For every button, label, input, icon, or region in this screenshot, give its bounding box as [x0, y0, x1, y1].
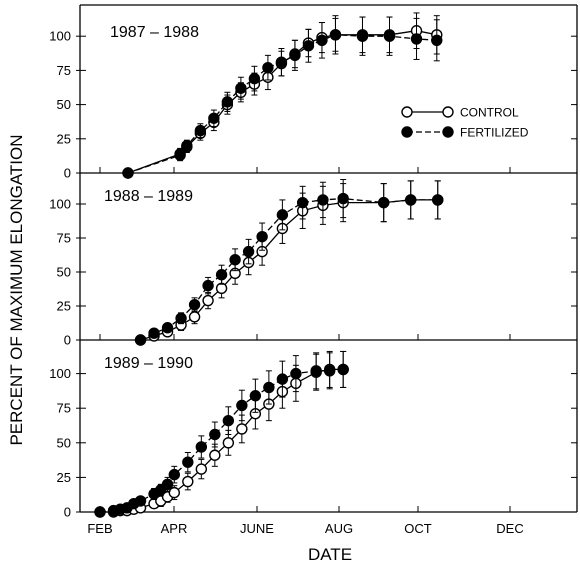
fertilized-point	[323, 365, 336, 377]
fertilized-point	[122, 167, 134, 179]
fertilized-point	[181, 139, 193, 152]
y-tick-label: 75	[57, 231, 71, 246]
fertilized-point	[242, 245, 255, 258]
x-tick-label: JUNE	[240, 521, 274, 536]
control-point	[182, 475, 194, 488]
y-tick-label: 25	[57, 470, 71, 485]
fertilized-point	[182, 456, 194, 468]
y-tick-label: 100	[49, 29, 71, 44]
fertilized-point	[221, 96, 234, 108]
fertilized-point	[134, 334, 147, 346]
y-tick-label: 0	[64, 333, 71, 348]
fertilized-point	[208, 112, 220, 124]
fertilized-point	[432, 194, 444, 206]
y-tick-label: 100	[49, 197, 71, 212]
fertilized-point	[431, 34, 443, 47]
x-tick-label: OCT	[404, 521, 432, 536]
fertilized-point	[383, 30, 396, 42]
fertilized-point	[174, 149, 186, 161]
fertilized-point	[302, 40, 315, 52]
y-axis-label: PERCENT OF MAXIMUM ELONGATION	[7, 134, 26, 445]
fertilized-line	[99, 368, 344, 513]
y-tick-label: 75	[57, 63, 71, 78]
y-tick-label: 75	[57, 401, 71, 416]
fertilized-point	[329, 29, 342, 41]
y-tick-label: 50	[57, 97, 71, 112]
fertilized-point	[175, 312, 187, 324]
control-point	[222, 437, 235, 449]
legend-marker	[442, 106, 454, 118]
y-tick-label: 50	[57, 265, 71, 280]
fertilized-point	[276, 373, 289, 385]
fertilized-point	[378, 196, 390, 209]
y-tick-label: 0	[64, 505, 71, 520]
fertilized-point	[222, 414, 235, 427]
fertilized-point	[289, 49, 301, 62]
fertilized-point	[405, 194, 417, 206]
fertilized-point	[249, 390, 262, 402]
y-tick-label: 25	[57, 299, 71, 314]
fertilized-point	[161, 478, 174, 491]
legend-marker	[442, 126, 454, 138]
control-point	[215, 282, 228, 295]
legend-label: CONTROL	[460, 106, 519, 120]
y-tick-label: 0	[64, 166, 71, 181]
legend-label: FERTILIZED	[460, 126, 529, 140]
y-tick-label: 50	[57, 435, 71, 450]
fertilized-point	[263, 381, 275, 394]
control-point	[188, 311, 201, 323]
x-tick-label: DEC	[496, 521, 523, 536]
fertilized-point	[275, 56, 288, 68]
control-point	[209, 449, 221, 461]
fertilized-point	[94, 506, 106, 518]
legend-marker	[401, 126, 413, 138]
fertilized-point	[188, 298, 201, 311]
fertilized-point	[410, 33, 423, 45]
fertilized-point	[262, 61, 274, 74]
x-tick-label: AUG	[325, 521, 353, 536]
fertilized-point	[168, 468, 181, 481]
panel-title: 1987 – 1988	[110, 24, 199, 41]
fertilized-point	[356, 30, 369, 42]
y-tick-label: 25	[57, 131, 71, 146]
fertilized-point	[215, 269, 228, 281]
fertilized-point	[317, 194, 329, 206]
fertilized-point	[290, 367, 302, 380]
fertilized-point	[248, 72, 261, 85]
fertilized-point	[236, 399, 248, 412]
fertilized-point	[195, 441, 208, 453]
fertilized-point	[202, 279, 214, 292]
control-point	[168, 486, 181, 499]
fertilized-point	[276, 209, 289, 221]
x-axis-label: DATE	[308, 545, 352, 564]
fertilized-point	[235, 82, 247, 94]
x-tick-label: APR	[161, 521, 188, 536]
panel-title: 1989 – 1990	[104, 355, 193, 372]
control-point	[236, 423, 248, 435]
control-point	[195, 463, 208, 475]
y-tick-label: 100	[49, 366, 71, 381]
control-point	[202, 294, 214, 307]
control-line	[127, 30, 437, 174]
panel-title: 1988 – 1989	[104, 188, 193, 205]
fertilized-point	[316, 34, 328, 47]
fertilized-point	[194, 124, 207, 137]
fertilized-point	[134, 495, 147, 507]
control-line	[100, 368, 344, 513]
fertilized-point	[337, 363, 349, 376]
fertilized-point	[229, 254, 241, 266]
fertilized-point	[161, 322, 174, 334]
fertilized-point	[310, 365, 322, 377]
legend-marker	[401, 106, 413, 118]
fertilized-point	[148, 327, 160, 339]
fertilized-point	[337, 192, 349, 205]
x-tick-label: FEB	[87, 521, 112, 536]
fertilized-point	[209, 428, 221, 441]
fertilized-point	[256, 230, 268, 243]
fertilized-point	[296, 196, 309, 209]
